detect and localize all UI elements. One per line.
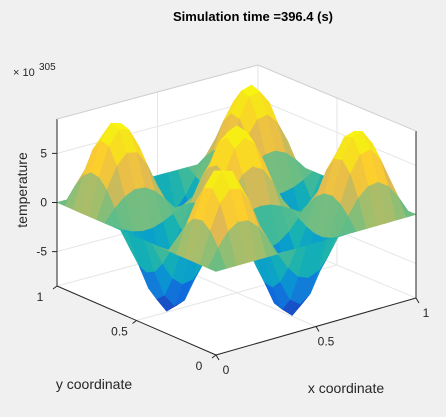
z-exponent-prefix: × 10 (13, 67, 35, 79)
temperature-surface (56, 84, 417, 316)
tick-labels: 0 0.5 1 0 0.5 1 -5 0 5 (36, 146, 429, 377)
y-tick-label: 1 (37, 290, 44, 304)
x-tick-label: 0.5 (318, 335, 335, 349)
z-tick-label: 5 (40, 146, 47, 160)
x-tick-mark (415, 297, 420, 304)
chart-title: Simulation time =396.4 (s) (173, 9, 333, 24)
surface-patch (207, 247, 227, 272)
axis-edge (56, 64, 259, 120)
y-tick-mark (211, 354, 217, 359)
z-axis-label: temperature (14, 152, 30, 228)
z-tick-label: -5 (36, 245, 47, 259)
x-tick-label: 0 (223, 363, 230, 377)
x-tick-mark (215, 354, 220, 361)
x-tick-label: 1 (423, 306, 430, 320)
axis-edge (257, 64, 417, 132)
z-exponent: 305 (39, 62, 56, 73)
y-tick-mark (132, 320, 137, 324)
y-tick-mark (52, 285, 58, 290)
y-tick-label: 0 (196, 359, 203, 373)
x-axis-label: x coordinate (308, 380, 384, 396)
x-tick-mark (315, 326, 320, 332)
z-tick-label: 0 (40, 196, 47, 210)
y-tick-label: 0.5 (111, 325, 128, 339)
y-axis-label: y coordinate (56, 376, 132, 392)
